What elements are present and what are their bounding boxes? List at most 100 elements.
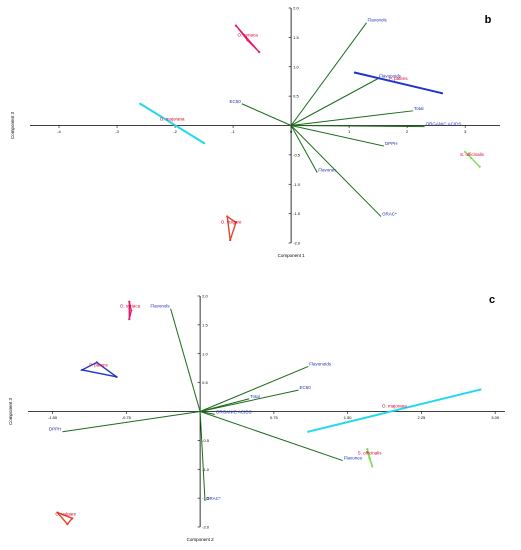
x-tick-label: 3 (464, 129, 467, 134)
x-tick-label: -4 (57, 129, 61, 134)
group-label: O. vulgare (221, 219, 242, 224)
x-tick-label: 2 (406, 129, 409, 134)
loading-label: Total (414, 106, 424, 111)
group-label: O. vulgare (55, 511, 76, 516)
group-shape (354, 71, 443, 95)
y-tick-label: 0.5 (202, 380, 208, 385)
loading-vector (291, 125, 385, 147)
y-tick-label: 2.0 (293, 6, 299, 11)
loading-label: Total (250, 394, 260, 399)
group-label: O. majorana (160, 116, 185, 121)
loading-vector (199, 398, 250, 412)
group-shape (128, 301, 132, 320)
group-point (440, 92, 444, 95)
group-point (66, 523, 69, 526)
group-shape (139, 102, 205, 144)
x-tick-label: -3 (115, 129, 119, 134)
group-shape (464, 151, 481, 168)
x-axis-label: Component 2 (187, 537, 215, 542)
y-tick-label: -0.5 (202, 438, 210, 443)
biplot-panel-c: -1.50 -0.75 0.75 1.50 2.25 3.00 2.0 1.5 1.0 0.5 -0… (8, 294, 505, 542)
loading-label: ORGANIC ACIDS (426, 122, 462, 127)
panel-letter: b (485, 14, 492, 26)
loading-vector (170, 308, 201, 412)
loading-vector (199, 411, 206, 502)
group-point (95, 361, 98, 364)
group-label: P. patens (89, 363, 108, 368)
loading-label: Flavonols (368, 18, 388, 23)
loading-vector (62, 411, 201, 433)
x-tick-label: 2.25 (418, 415, 427, 420)
x-tick-label: -1 (231, 129, 235, 134)
loading-label: DPPH (385, 141, 398, 146)
x-tick-label: 1 (348, 129, 351, 134)
x-tick-label: -0.75 (122, 415, 132, 420)
group-point (229, 238, 232, 242)
group-point (139, 102, 142, 105)
loading-label: EC50 (230, 99, 242, 104)
x-tick-label: 0.75 (270, 415, 279, 420)
group-point (80, 368, 84, 372)
loading-vector (290, 22, 367, 126)
loading-label: Flavonoids (379, 74, 402, 79)
y-tick-label: 2.0 (202, 294, 208, 299)
loading-label: Flavones (344, 456, 363, 461)
group-point (128, 300, 131, 303)
group-shape (308, 388, 481, 433)
group-shape (56, 511, 74, 526)
group-point (366, 447, 369, 451)
loading-label: Flavonoids (309, 361, 332, 366)
panel-letter: c (489, 294, 495, 306)
x-tick-label: -2 (173, 129, 177, 134)
loading-vector (241, 103, 292, 126)
loading-vector (199, 365, 309, 412)
y-tick-label: -0.5 (293, 152, 301, 157)
group-shape (79, 361, 117, 378)
group-point (478, 165, 481, 168)
group-label: O. majorana (382, 404, 407, 409)
loading-label: ORGANIC ACIDS (216, 409, 252, 414)
loading-label: DPPH (49, 427, 62, 432)
x-axis-label: Component 1 (278, 253, 306, 258)
group-point (479, 388, 482, 391)
x-tick-label: 1.50 (344, 415, 353, 420)
loading-label: Flavones (318, 168, 337, 173)
group-point (307, 430, 310, 433)
group-point (56, 511, 59, 514)
group-point (353, 71, 357, 74)
y-tick-label: 1.5 (293, 35, 299, 40)
group-shape (235, 25, 260, 53)
y-tick-label: -1.5 (293, 211, 301, 216)
x-tick-label: -1.50 (48, 415, 58, 420)
group-point (469, 156, 473, 159)
y-tick-label: -1.0 (202, 467, 210, 472)
group-point (368, 456, 371, 459)
biplot-panel-b: -4 -3 -2 -1 0 1 2 3 2.0 1.5 1.0 0.5 -0.5 -1.0 -1.5 -2.0… (10, 6, 500, 258)
y-tick-label: -2.0 (202, 525, 210, 530)
group-point (234, 24, 238, 27)
x-tick-label: 3.00 (491, 415, 500, 420)
y-tick-label: -1.0 (293, 182, 301, 187)
y-axis-label: Component 3 (8, 398, 13, 426)
group-point (464, 150, 467, 154)
loading-label: ORAC* (206, 496, 221, 501)
loading-vector (199, 411, 343, 462)
group-point (115, 375, 118, 378)
x-tick-label: 0 (290, 129, 293, 134)
y-tick-label: -1.5 (202, 496, 210, 501)
group-label: P. patens (389, 76, 408, 81)
group-label: S. officinalis (460, 152, 485, 157)
group-label: S. officinalis (358, 451, 383, 456)
group-point (202, 142, 206, 145)
group-label: O. syriaca (237, 32, 258, 37)
loading-vector (290, 125, 318, 173)
loading-vector (200, 389, 299, 412)
y-tick-label: 1.5 (202, 322, 208, 327)
loading-label: EC50 (299, 385, 311, 390)
group-shape (226, 215, 237, 241)
group-point (234, 221, 238, 224)
y-tick-label: 1.0 (293, 64, 299, 69)
y-tick-label: 0.5 (293, 94, 299, 99)
loading-label: Flavonols (150, 304, 170, 309)
loading-label: ORAC* (382, 212, 397, 217)
